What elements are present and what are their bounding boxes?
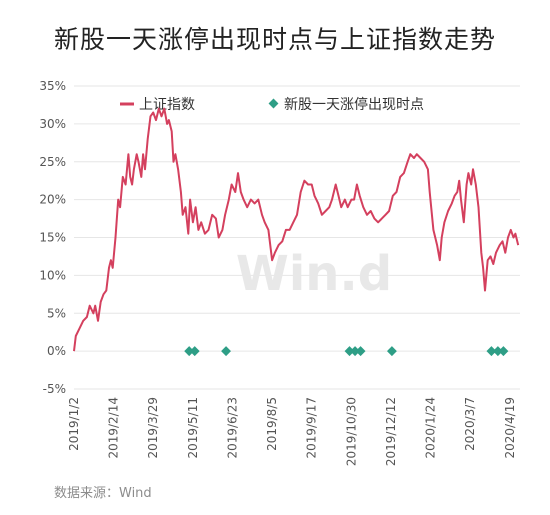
y-tick-label: 5% <box>47 306 66 320</box>
ipo-limit-up-marker <box>386 346 397 357</box>
y-tick-label: 20% <box>39 193 66 207</box>
series-markers-ipo <box>184 346 509 357</box>
ipo-limit-up-marker <box>344 346 355 357</box>
y-tick-label: 15% <box>39 231 66 245</box>
y-tick-label: 35% <box>39 79 66 93</box>
x-tick-label: 2020/1/24 <box>424 397 438 459</box>
y-tick-label: 0% <box>47 344 66 358</box>
series-line-index <box>73 107 520 352</box>
y-tick-label: -5% <box>43 382 66 396</box>
x-tick-label: 2019/3/29 <box>146 397 160 459</box>
ipo-limit-up-marker <box>486 346 497 357</box>
ipo-limit-up-marker <box>221 346 231 357</box>
gridlines <box>74 85 520 390</box>
ipo-limit-up-marker <box>184 346 195 357</box>
x-tick-label: 2020/3/7 <box>463 397 477 451</box>
x-tick-label: 2019/2/14 <box>107 397 121 459</box>
y-tick-label: 25% <box>39 155 66 169</box>
x-axis: 2019/1/2 2019/2/14 2019/3/29 2019/5/11 2019/… <box>67 397 517 466</box>
x-tick-label: 2019/9/17 <box>305 397 319 459</box>
legend-marker-swatch <box>268 98 279 109</box>
x-tick-label: 2019/5/11 <box>186 397 200 459</box>
chart-title: 新股一天涨停出现时点与上证指数走势 <box>53 25 496 54</box>
x-tick-label: 2019/1/2 <box>67 397 81 451</box>
ipo-limit-up-marker <box>498 346 509 357</box>
watermark: Win.d <box>236 246 392 302</box>
y-tick-label: 30% <box>39 117 66 131</box>
ipo-limit-up-marker <box>350 346 361 357</box>
legend-label-index: 上证指数 <box>139 97 195 113</box>
legend-label-ipo: 新股一天涨停出现时点 <box>284 96 424 113</box>
y-tick-label: 10% <box>39 268 66 282</box>
x-tick-label: 2019/6/23 <box>225 397 239 459</box>
source-note: 数据来源：Wind <box>54 486 152 501</box>
ipo-limit-up-marker <box>492 346 503 357</box>
x-tick-label: 2019/8/5 <box>265 397 279 451</box>
x-tick-label: 2019/10/30 <box>344 397 358 466</box>
x-tick-label: 2019/12/12 <box>384 397 398 466</box>
ipo-limit-up-marker <box>189 346 200 357</box>
ipo-limit-up-marker <box>355 346 366 357</box>
x-tick-label: 2020/4/19 <box>503 397 517 459</box>
legend: 上证指数 新股一天涨停出现时点 <box>120 96 424 113</box>
y-axis: -5% 0% 5% 10% 15% 20% 25% 30% 35% <box>39 79 66 396</box>
